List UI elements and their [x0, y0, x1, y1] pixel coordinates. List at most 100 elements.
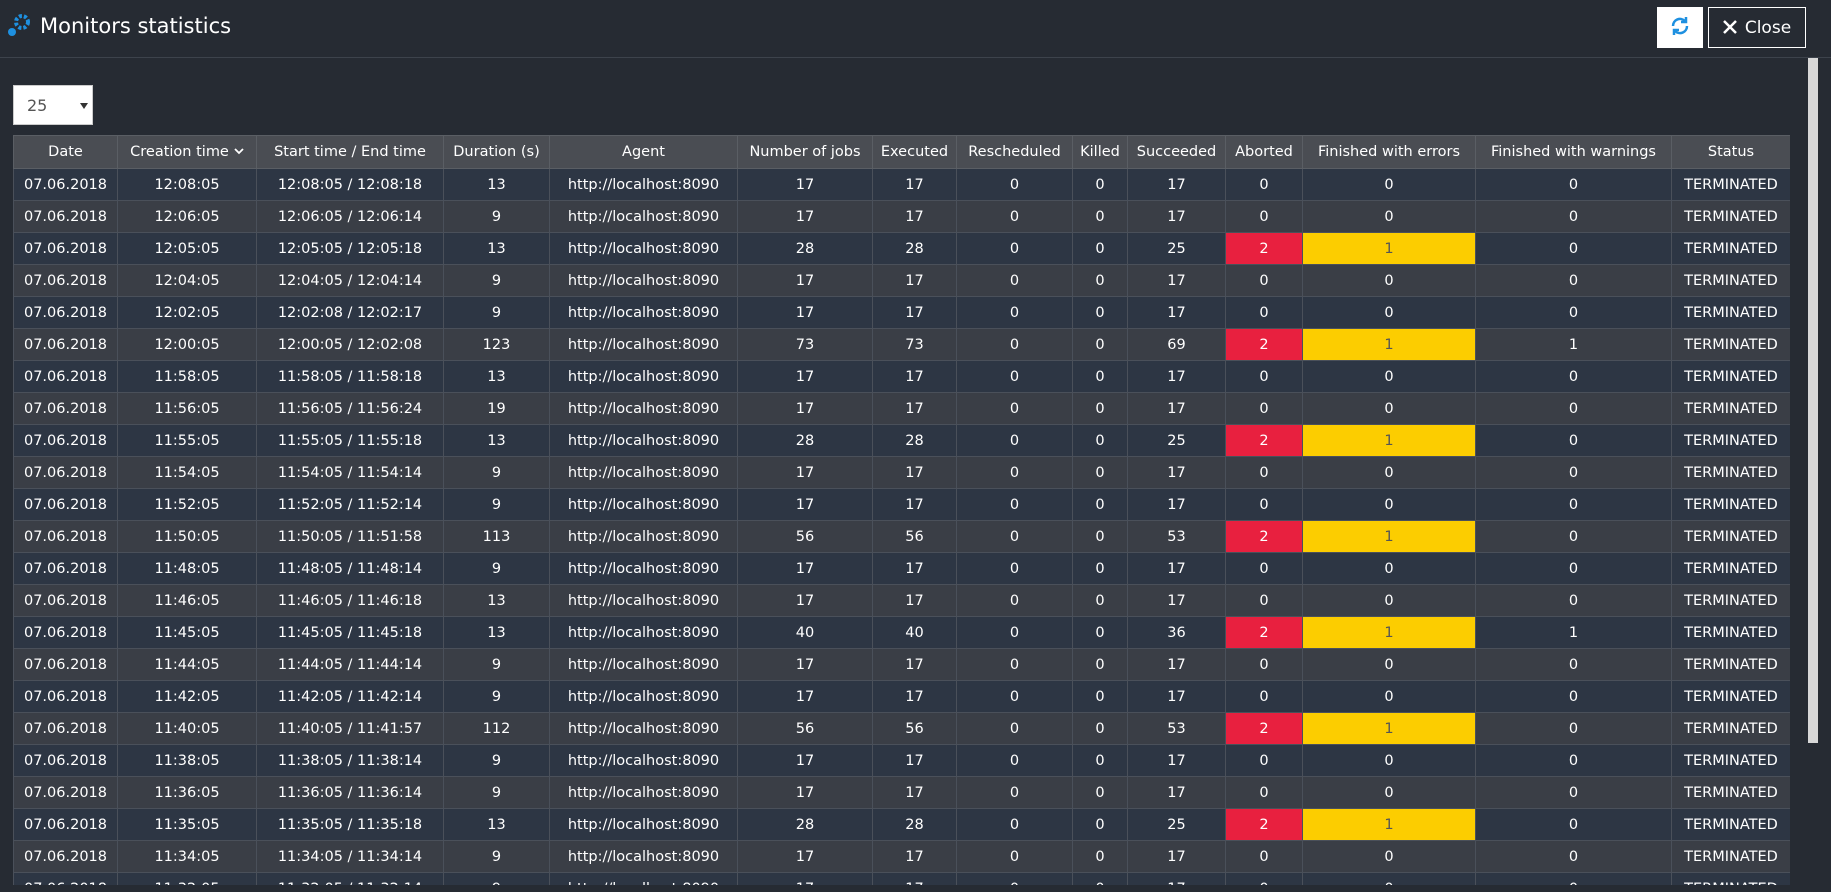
table-cell: 0 [956, 776, 1073, 809]
table-cell: 07.06.2018 [13, 168, 118, 201]
column-header[interactable]: Finished with errors [1302, 135, 1476, 169]
table-cell: 9 [443, 840, 550, 873]
table-cell: 9 [443, 680, 550, 713]
scrollbar-thumb[interactable] [1808, 58, 1818, 743]
table-cell: 2 [1225, 424, 1303, 457]
table-cell: 17 [1127, 872, 1226, 885]
column-header[interactable]: Killed [1072, 135, 1128, 169]
table-cell: 1 [1302, 808, 1476, 841]
table-cell: 11:48:05 [117, 552, 257, 585]
table-cell: 17 [872, 264, 957, 297]
column-header[interactable]: Number of jobs [737, 135, 873, 169]
table-cell: http://localhost:8090 [549, 616, 738, 649]
table-cell: 12:02:08 / 12:02:17 [256, 296, 444, 329]
table-cell: http://localhost:8090 [549, 424, 738, 457]
table-cell: 0 [1475, 168, 1672, 201]
column-header[interactable]: Agent [549, 135, 738, 169]
table-cell: 17 [737, 584, 873, 617]
table-cell: 11:55:05 [117, 424, 257, 457]
table-cell: 0 [1072, 552, 1128, 585]
column-header[interactable]: Duration (s) [443, 135, 550, 169]
table-cell: 0 [1072, 776, 1128, 809]
column-header[interactable]: Rescheduled [956, 135, 1073, 169]
table-cell: 0 [1225, 488, 1303, 521]
table-cell: 11:56:05 / 11:56:24 [256, 392, 444, 425]
table-cell: 0 [1302, 776, 1476, 809]
table-cell: 0 [956, 264, 1073, 297]
table-container: Date Creation time Start time / End time Du… [13, 135, 1790, 885]
table-cell: 11:50:05 / 11:51:58 [256, 520, 444, 553]
table-cell: 9 [443, 264, 550, 297]
page-size-select[interactable]: 25 [13, 85, 93, 125]
column-header[interactable]: Date [13, 135, 118, 169]
column-header[interactable]: Start time / End time [256, 135, 444, 169]
table-cell: 0 [956, 360, 1073, 393]
table-cell: 17 [1127, 840, 1226, 873]
table-cell: TERMINATED [1671, 520, 1790, 553]
column-header[interactable]: Finished with warnings [1475, 135, 1672, 169]
table-cell: 0 [1302, 872, 1476, 885]
table-cell: 0 [1072, 296, 1128, 329]
table-cell: http://localhost:8090 [549, 872, 738, 885]
table-cell: 0 [1475, 488, 1672, 521]
table-cell: 17 [1127, 488, 1226, 521]
table-cell: TERMINATED [1671, 584, 1790, 617]
table-cell: 9 [443, 200, 550, 233]
table-cell: 0 [956, 712, 1073, 745]
table-cell: 07.06.2018 [13, 392, 118, 425]
table-cell: 0 [1225, 840, 1303, 873]
table-cell: 9 [443, 456, 550, 489]
close-button[interactable]: Close [1708, 7, 1806, 48]
table-row: 07.06.2018 11:44:05 11:44:05 / 11:44:14 9 ht… [13, 648, 1790, 681]
column-header[interactable]: Executed [872, 135, 957, 169]
table-cell: 07.06.2018 [13, 328, 118, 361]
table-cell: 0 [1072, 456, 1128, 489]
table-cell: 17 [1127, 744, 1226, 777]
table-cell: 17 [1127, 680, 1226, 713]
column-header[interactable]: Status [1671, 135, 1790, 169]
table-cell: 17 [737, 840, 873, 873]
column-header[interactable]: Creation time [117, 135, 257, 169]
table-row: 07.06.2018 11:35:05 11:35:05 / 11:35:18 13 h… [13, 808, 1790, 841]
table-cell: 12:04:05 [117, 264, 257, 297]
column-header[interactable]: Succeeded [1127, 135, 1226, 169]
table-cell: 1 [1475, 616, 1672, 649]
table-cell: 9 [443, 488, 550, 521]
table-cell: TERMINATED [1671, 776, 1790, 809]
table-cell: 69 [1127, 328, 1226, 361]
table-cell: http://localhost:8090 [549, 392, 738, 425]
table-cell: 0 [1072, 200, 1128, 233]
table-cell: 56 [737, 712, 873, 745]
table-cell: TERMINATED [1671, 712, 1790, 745]
table-cell: 28 [737, 232, 873, 265]
table-cell: 56 [737, 520, 873, 553]
table-cell: 17 [737, 360, 873, 393]
table-cell: 07.06.2018 [13, 200, 118, 233]
refresh-button[interactable] [1657, 7, 1703, 48]
table-cell: 0 [1225, 168, 1303, 201]
table-cell: 0 [1475, 808, 1672, 841]
table-cell: 11:36:05 [117, 776, 257, 809]
table-cell: 2 [1225, 520, 1303, 553]
table-row: 07.06.2018 11:54:05 11:54:05 / 11:54:14 9 ht… [13, 456, 1790, 489]
column-header[interactable]: Aborted [1225, 135, 1303, 169]
table-cell: 11:44:05 / 11:44:14 [256, 648, 444, 681]
table-cell: 0 [1475, 680, 1672, 713]
table-cell: 28 [737, 808, 873, 841]
table-cell: 13 [443, 616, 550, 649]
table-cell: 13 [443, 584, 550, 617]
table-cell: 11:52:05 / 11:52:14 [256, 488, 444, 521]
column-header-label: Rescheduled [968, 144, 1061, 160]
table-cell: 112 [443, 712, 550, 745]
table-cell: TERMINATED [1671, 168, 1790, 201]
column-header-label: Duration (s) [453, 144, 540, 160]
column-header-label: Start time / End time [274, 144, 426, 160]
table-cell: 0 [1302, 584, 1476, 617]
table-cell: 11:35:05 [117, 808, 257, 841]
table-cell: 0 [1302, 360, 1476, 393]
page-size-value: 25 [27, 96, 48, 115]
table-cell: 07.06.2018 [13, 424, 118, 457]
table-cell: 0 [1225, 872, 1303, 885]
table-cell: 0 [1475, 264, 1672, 297]
table-cell: http://localhost:8090 [549, 680, 738, 713]
